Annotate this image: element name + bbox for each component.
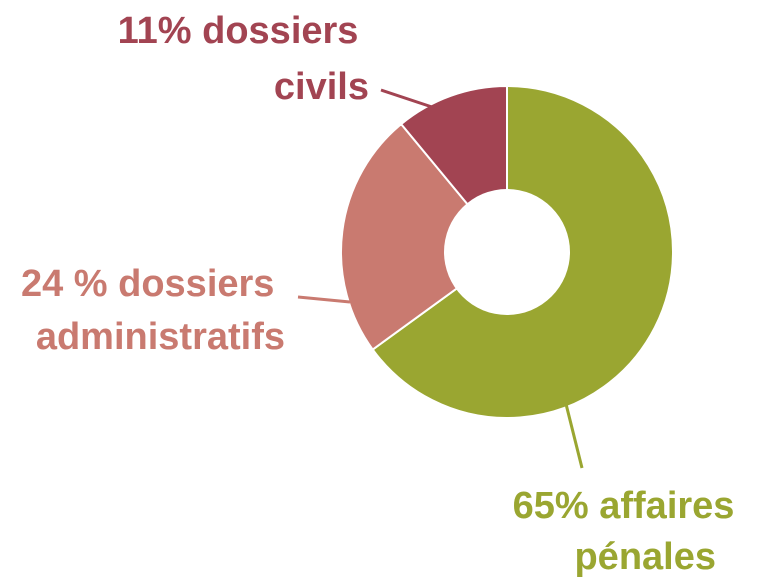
label-admin-line-2: administratifs <box>36 316 285 358</box>
label-civil-line-1: 11% dossiers <box>118 10 359 52</box>
label-penal-line-1: 65% affaires <box>513 485 735 527</box>
slice-admin <box>340 122 509 351</box>
label-penal-line-2: pénales <box>574 536 716 578</box>
label-civil-line-2: civils <box>274 66 369 108</box>
label-penal: 65% affaires pénales <box>513 485 745 578</box>
leader-line-admin <box>297 295 351 304</box>
leader-line-civil <box>380 88 433 109</box>
label-admin: 24 % dossiers administratifs <box>21 263 285 358</box>
donut-hole <box>444 189 570 315</box>
leader-line-penal <box>564 403 584 469</box>
label-civil: 11% dossiers civils <box>118 10 369 108</box>
label-admin-line-1: 24 % dossiers <box>21 263 274 305</box>
